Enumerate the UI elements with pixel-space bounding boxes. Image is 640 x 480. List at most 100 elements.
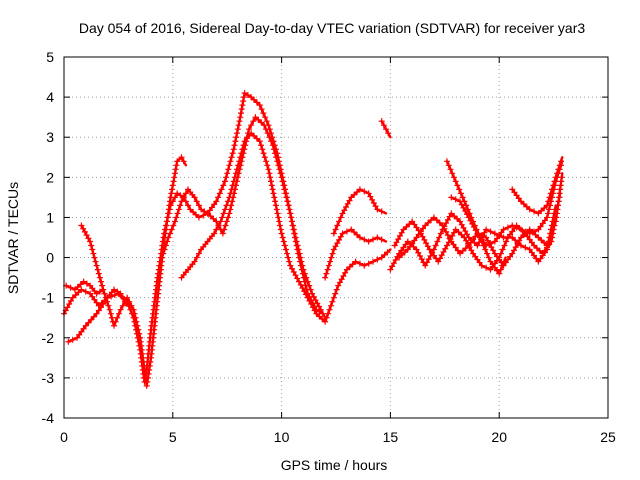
data-point (117, 306, 124, 313)
y-tick-label: 1 (46, 209, 54, 225)
data-point (231, 142, 238, 149)
data-point (94, 266, 101, 273)
data-point (228, 154, 235, 161)
series-line (397, 172, 564, 267)
series-trace-1 (65, 90, 327, 385)
data-point (343, 228, 350, 235)
data-point (253, 135, 260, 142)
data-point (437, 255, 444, 262)
data-point (474, 242, 481, 249)
data-point (274, 210, 281, 217)
data-point (80, 325, 87, 332)
data-point (504, 224, 511, 231)
data-point (546, 206, 553, 213)
data-point (378, 118, 385, 125)
data-point (72, 291, 79, 298)
data-point (258, 119, 265, 126)
data-point (279, 178, 286, 185)
y-tick-label: 5 (46, 49, 54, 65)
data-point (105, 302, 112, 309)
data-point (413, 246, 420, 253)
data-point (213, 198, 220, 205)
data-point (92, 258, 99, 265)
data-point (452, 196, 459, 203)
data-point (455, 229, 462, 236)
data-point (547, 230, 554, 237)
data-point (549, 218, 556, 225)
data-point (308, 301, 315, 308)
data-point (427, 252, 434, 259)
data-point (523, 203, 530, 210)
data-point (369, 196, 376, 203)
data-point (219, 214, 226, 221)
data-point (198, 206, 205, 213)
data-point (336, 218, 343, 225)
data-point (66, 301, 73, 308)
data-point (281, 242, 288, 249)
data-point (394, 253, 401, 260)
data-point (528, 249, 535, 256)
data-point (474, 230, 481, 237)
data-point (440, 248, 447, 255)
data-point (264, 130, 271, 137)
data-point (236, 118, 243, 125)
data-point (349, 261, 356, 268)
data-point (171, 170, 178, 177)
data-point (268, 138, 275, 145)
data-point (256, 138, 263, 145)
data-point (83, 280, 90, 287)
data-point (535, 234, 542, 241)
data-point (526, 236, 533, 243)
series-line (450, 160, 564, 247)
data-point (528, 239, 535, 246)
data-point (374, 206, 381, 213)
data-point (78, 222, 85, 229)
data-point (503, 238, 510, 245)
data-point (545, 210, 552, 217)
data-point (230, 146, 237, 153)
data-point (93, 290, 100, 297)
data-point (531, 208, 538, 215)
data-point (436, 234, 443, 241)
data-point (554, 170, 561, 177)
data-point (494, 253, 501, 260)
data-point (469, 220, 476, 227)
data-point (378, 208, 385, 215)
data-point (547, 190, 554, 197)
data-point (269, 186, 276, 193)
data-point (520, 231, 527, 238)
data-point (454, 247, 461, 254)
data-point (258, 142, 265, 149)
data-point (351, 229, 358, 236)
data-point (544, 214, 551, 221)
data-point (248, 94, 255, 101)
data-point (289, 265, 296, 272)
data-point (337, 233, 344, 240)
data-point (146, 366, 153, 373)
data-point (384, 249, 391, 256)
data-point (276, 218, 283, 225)
data-point (470, 250, 477, 257)
data-point (217, 218, 224, 225)
data-point (145, 370, 152, 377)
data-point (168, 226, 175, 233)
data-point (191, 194, 198, 201)
data-point (235, 162, 242, 169)
data-point (476, 239, 483, 246)
data-point (430, 246, 437, 253)
data-point (301, 278, 308, 285)
x-tick-label: 25 (600, 429, 616, 445)
data-point (535, 210, 542, 217)
data-point (459, 194, 466, 201)
data-point (401, 249, 408, 256)
data-point (392, 256, 399, 263)
data-point (415, 231, 422, 238)
data-point (428, 217, 435, 224)
data-point (294, 275, 301, 282)
data-point (411, 221, 418, 228)
data-point (75, 289, 82, 296)
data-point (491, 230, 498, 237)
data-point (470, 224, 477, 231)
data-point (172, 166, 179, 173)
series-trace-4 (178, 130, 392, 325)
